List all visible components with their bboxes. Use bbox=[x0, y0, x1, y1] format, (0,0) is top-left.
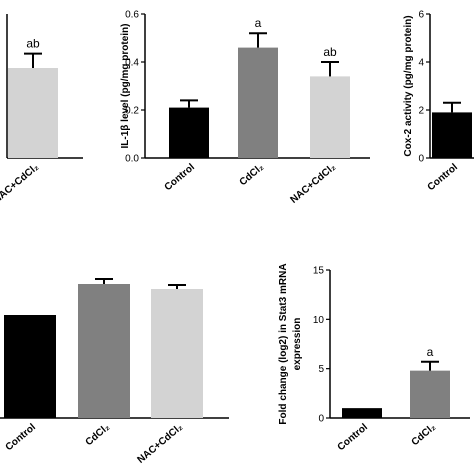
bar bbox=[238, 47, 278, 158]
y-tick-label: 0.6 bbox=[125, 10, 139, 21]
y-tick-label: 0.2 bbox=[125, 106, 139, 117]
y-tick-label: 10 bbox=[313, 315, 325, 326]
x-tick-label: Control bbox=[4, 422, 38, 453]
y-tick-label: 0.4 bbox=[125, 58, 139, 69]
y-tick-label: 0 bbox=[418, 154, 424, 165]
y-tick-label: 4 bbox=[418, 58, 424, 69]
bar bbox=[169, 107, 209, 158]
bar bbox=[151, 289, 203, 418]
panel: 0.0 0.2 0.4 0.6 IL-1β level (pg/mg protein) C… bbox=[120, 10, 370, 206]
y-axis-label: Cox-2 activity (pg/mg protein) bbox=[403, 15, 414, 156]
x-tick-label: CdCl₂ bbox=[238, 162, 266, 188]
x-tick-label: Control bbox=[426, 162, 460, 193]
y-tick-label: 2 bbox=[418, 106, 424, 117]
bar bbox=[78, 284, 130, 418]
x-tick-label: NAC+CdCl₂ bbox=[136, 422, 185, 466]
y-tick-label: 6 bbox=[418, 10, 424, 21]
x-tick-label: CdCl₂ bbox=[84, 422, 112, 448]
significance-label: ab bbox=[323, 45, 337, 59]
bar bbox=[4, 315, 56, 418]
x-tick-label: NAC+CdCl₂ bbox=[0, 162, 41, 206]
bar bbox=[342, 408, 382, 418]
y-tick-label: 5 bbox=[318, 364, 324, 375]
bar bbox=[410, 370, 450, 418]
y-axis-label: IL-1β level (pg/mg protein) bbox=[120, 24, 131, 149]
panel: 0 5 10 15 Fold change (log2) in Stat3 mRNA ex… bbox=[278, 263, 470, 453]
bar bbox=[432, 112, 472, 158]
significance-label: a bbox=[427, 345, 434, 359]
panel: ab NAC+CdCl₂ bbox=[0, 14, 83, 206]
y-axis-label: expression bbox=[292, 318, 303, 371]
x-tick-label: CdCl₂ bbox=[410, 422, 438, 448]
significance-label: a bbox=[255, 16, 262, 30]
bar bbox=[8, 68, 58, 158]
y-axis-label: Fold change (log2) in Stat3 mRNA bbox=[278, 263, 289, 424]
y-tick-label: 15 bbox=[313, 266, 325, 277]
x-tick-label: Control bbox=[336, 422, 370, 453]
panel: Control CdCl₂ NAC+CdCl₂ bbox=[0, 278, 229, 466]
x-tick-label: NAC+CdCl₂ bbox=[289, 162, 338, 206]
panel: 0 2 4 6 Cox-2 activity (pg/mg protein) Contro… bbox=[403, 10, 474, 193]
y-tick-label: 0 bbox=[318, 414, 324, 425]
bar bbox=[310, 76, 350, 158]
x-tick-label: Control bbox=[163, 162, 197, 193]
y-tick-label: 0.0 bbox=[125, 154, 139, 165]
significance-label: ab bbox=[26, 37, 40, 51]
